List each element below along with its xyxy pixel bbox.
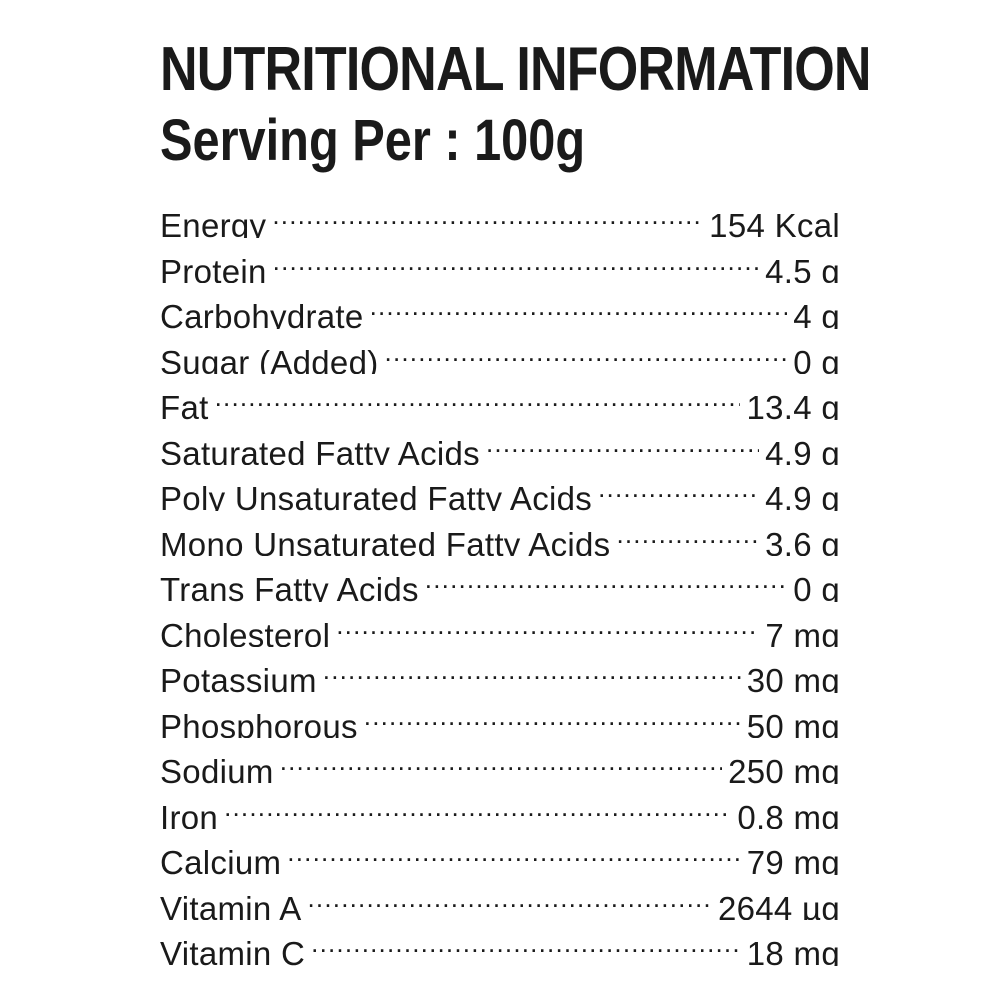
nutrient-label: Cholesterol <box>160 616 331 648</box>
dot-leader <box>272 192 703 237</box>
nutrient-value: 4.9 g <box>765 480 840 511</box>
nutrient-label: Vitamin C <box>160 935 306 966</box>
nutrient-value: 79 mg <box>746 844 840 875</box>
dot-leader <box>287 829 740 874</box>
nutrient-value: 0 g <box>793 343 840 375</box>
dot-leader <box>486 420 759 465</box>
nutrient-value: 4.5 g <box>765 252 840 284</box>
nutrient-value: 154 Kcal <box>709 207 840 238</box>
nutrient-value: 7 mg <box>765 616 840 648</box>
nutrient-row-protein: Protein 4.5 g <box>160 238 840 284</box>
nutrient-label: Sodium <box>160 753 274 784</box>
nutrition-panel: NUTRITIONAL INFORMATION Serving Per : 10… <box>160 35 872 966</box>
nutrient-label: Phosphorous <box>160 707 358 739</box>
nutrient-label: Vitamin A <box>160 889 302 921</box>
nutrient-value: 2644 µg <box>717 889 840 921</box>
nutrient-row-sugar: Sugar (Added) 0 g <box>160 329 840 375</box>
nutrient-value: 30 mg <box>746 662 840 693</box>
nutrient-label: Potassium <box>160 662 317 693</box>
nutrient-label: Carbohydrate <box>160 298 364 329</box>
nutrient-value: 18 mg <box>746 935 840 966</box>
nutrient-value: 3.6 g <box>765 525 840 557</box>
nutrient-label: Trans Fatty Acids <box>160 571 419 602</box>
dot-leader <box>425 556 787 601</box>
nutrient-label: Saturated Fatty Acids <box>160 434 480 466</box>
nutrient-label: Mono Unsaturated Fatty Acids <box>160 525 611 557</box>
nutrient-label: Fat <box>160 389 209 420</box>
dot-leader <box>385 329 788 374</box>
nutrient-label: Protein <box>160 252 267 284</box>
nutrient-row-iron: Iron 0.8 mg <box>160 784 840 830</box>
nutrient-value: 13.4 g <box>746 389 840 420</box>
nutrient-row-fat: Fat 13.4 g <box>160 374 840 420</box>
page-title: NUTRITIONAL INFORMATION <box>160 35 872 104</box>
nutrient-row-trans-fatty-acids: Trans Fatty Acids 0 g <box>160 556 840 602</box>
nutrient-row-sodium: Sodium 250 mg <box>160 738 840 784</box>
dot-leader <box>215 374 741 419</box>
nutrient-label: Sugar (Added) <box>160 343 379 375</box>
dot-leader <box>311 920 741 965</box>
nutrient-row-carbohydrate: Carbohydrate 4 g <box>160 283 840 329</box>
nutrient-row-saturated-fatty-acids: Saturated Fatty Acids 4.9 g <box>160 420 840 466</box>
serving-size: Serving Per : 100g <box>160 108 586 173</box>
nutrient-row-cholesterol: Cholesterol 7 mg <box>160 602 840 648</box>
dot-leader <box>273 238 759 283</box>
nutrient-value: 50 mg <box>746 707 840 739</box>
nutrient-row-vitamin-a: Vitamin A 2644 µg <box>160 875 840 921</box>
dot-leader <box>323 647 741 692</box>
dot-leader <box>336 602 759 647</box>
nutrient-label: Iron <box>160 798 219 830</box>
dot-leader <box>598 465 759 510</box>
nutrient-row-energy: Energy 154 Kcal <box>160 192 840 238</box>
nutrient-value: 250 mg <box>728 753 840 784</box>
nutrient-value: 0.8 mg <box>737 798 840 830</box>
nutrient-row-potassium: Potassium 30 mg <box>160 647 840 693</box>
nutrient-value: 0 g <box>793 571 840 602</box>
nutrient-value: 4.9 g <box>765 434 840 466</box>
nutrient-row-vitamin-c: Vitamin C 18 mg <box>160 920 840 966</box>
nutrient-label: Poly Unsaturated Fatty Acids <box>160 480 593 511</box>
dot-leader <box>370 283 788 328</box>
nutrient-row-calcium: Calcium 79 mg <box>160 829 840 875</box>
dot-leader <box>224 784 731 829</box>
nutrient-row-mono-unsaturated-fatty-acids: Mono Unsaturated Fatty Acids 3.6 g <box>160 511 840 557</box>
dot-leader <box>364 693 741 738</box>
nutrient-row-poly-unsaturated-fatty-acids: Poly Unsaturated Fatty Acids 4.9 g <box>160 465 840 511</box>
dot-leader <box>308 875 712 920</box>
nutrient-row-phosphorous: Phosphorous 50 mg <box>160 693 840 739</box>
dot-leader <box>280 738 722 783</box>
dot-leader <box>616 511 759 556</box>
nutrient-list: Energy 154 Kcal Protein 4.5 g Carbohydra… <box>160 192 840 966</box>
nutrient-label: Energy <box>160 207 267 238</box>
nutrient-label: Calcium <box>160 844 282 875</box>
nutrient-value: 4 g <box>793 298 840 329</box>
